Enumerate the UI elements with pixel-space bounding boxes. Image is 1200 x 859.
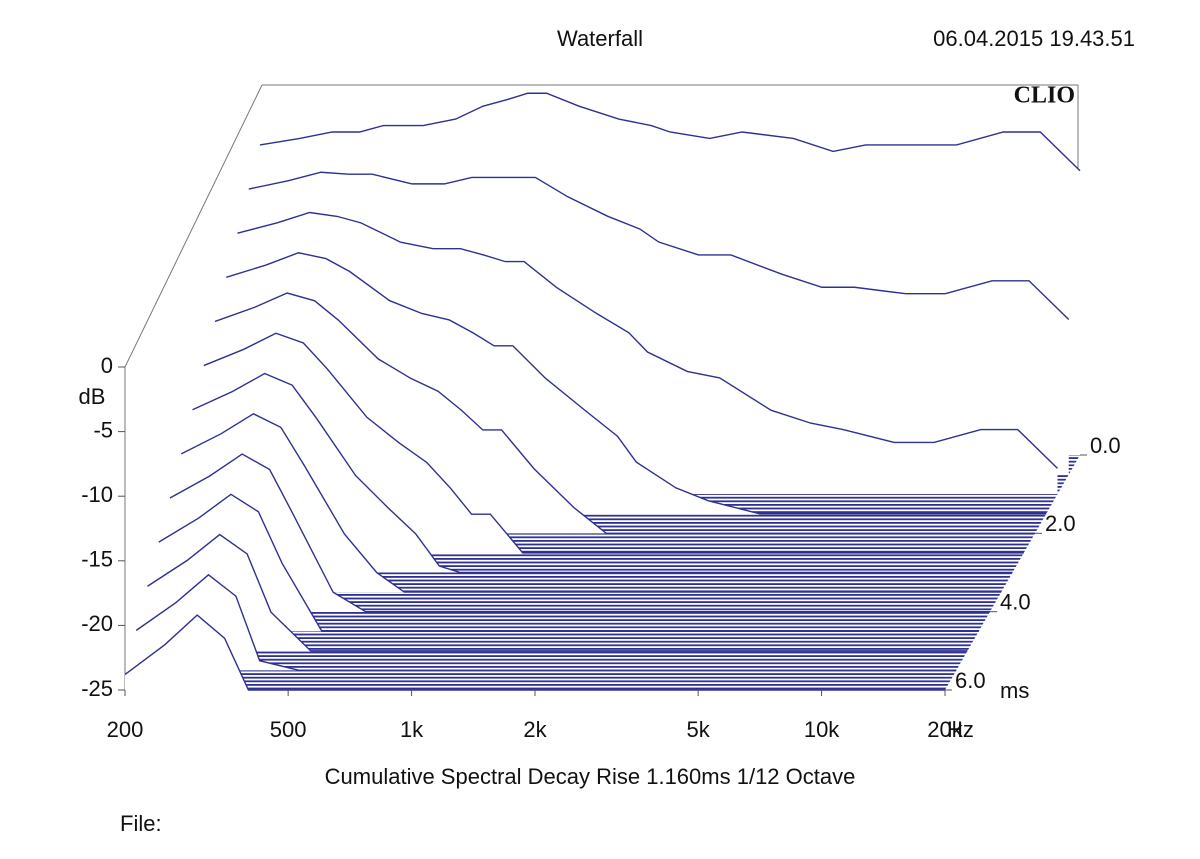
z-tick-label: 0.0 [1090,433,1121,458]
slice-line [237,211,1058,469]
y-tick-label: 0 [101,353,113,378]
slice-line [158,493,979,632]
timestamp: 06.04.2015 19.43.51 [933,26,1135,51]
y-tick-label: -5 [93,417,113,442]
x-tick-label: 5k [687,717,711,742]
z-tick-label: 2.0 [1045,511,1076,536]
frame-line [124,84,263,368]
x-tick-label: 500 [270,717,307,742]
brand: CLIO [1014,83,1075,109]
slice-fill [125,615,945,690]
slice-line [147,533,968,652]
x-tick-label: 200 [107,717,144,742]
x-tick-label: 10k [804,717,840,742]
slice-line [124,614,945,691]
footer: Cumulative Spectral Decay Rise 1.160ms 1… [325,764,856,789]
slice-line [248,171,1070,321]
file-label: File: [120,811,162,836]
slices [124,92,1081,691]
z-tick-label: 4.0 [1000,589,1031,614]
x-tick-label: 2k [523,717,547,742]
z-tick-label: 6.0 [955,668,986,693]
y-tick-label: -10 [81,482,113,507]
x-axis-label: Hz [947,717,974,742]
y-tick-label: -15 [81,547,113,572]
x-tick-label: 20k [927,717,963,742]
z-axis-label: ms [1000,678,1029,703]
slice-line [192,372,1013,574]
x-tick-label: 1k [400,717,424,742]
slice-fill [192,373,1013,573]
slice-line [135,573,957,672]
slice-line [169,453,990,613]
slice-line [226,252,1047,515]
y-tick-label: -25 [81,676,113,701]
slice-line [259,92,1081,172]
slice-line [214,292,1035,535]
slice-fill [203,333,1024,553]
slice-line [180,412,1002,593]
chart-title: Waterfall [557,26,643,51]
y-axis-label: dB [79,384,106,409]
y-tick-label: -20 [81,611,113,636]
slice-line [203,332,1024,554]
